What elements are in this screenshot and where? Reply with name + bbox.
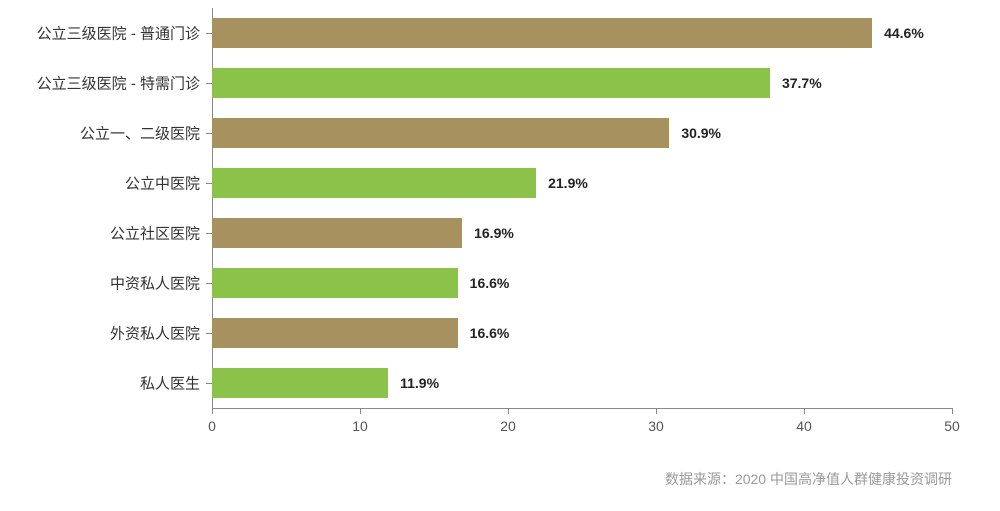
value-label: 16.6% [470, 325, 510, 341]
category-label: 外资私人医院 [110, 323, 200, 344]
x-tick-label: 40 [796, 418, 812, 434]
x-tick-label: 20 [500, 418, 516, 434]
x-tick [656, 408, 657, 414]
x-tick-label: 0 [208, 418, 216, 434]
x-axis [212, 408, 952, 409]
x-tick [212, 408, 213, 414]
x-tick [508, 408, 509, 414]
chart-container: 0 10 20 30 40 50 44.6% 37.7% 30.9% 21.9% 16.9% 16.6… [0, 0, 1000, 511]
bar [212, 168, 536, 198]
value-label: 16.6% [470, 275, 510, 291]
x-tick [952, 408, 953, 414]
bar [212, 118, 669, 148]
bar [212, 68, 770, 98]
source-note: 数据来源：2020 中国高净值人群健康投资调研 [665, 469, 952, 489]
x-tick-label: 10 [352, 418, 368, 434]
x-tick-label: 50 [944, 418, 960, 434]
plot-area: 0102030405044.6%37.7%30.9%21.9%16.9%16.6… [212, 8, 952, 408]
value-label: 30.9% [681, 125, 721, 141]
value-label: 21.9% [548, 175, 588, 191]
x-tick [360, 408, 361, 414]
category-label: 私人医生 [140, 373, 200, 394]
category-label: 公立社区医院 [110, 223, 200, 244]
value-label: 11.9% [400, 375, 439, 391]
x-tick-label: 30 [648, 418, 664, 434]
category-label: 公立中医院 [125, 173, 200, 194]
bar [212, 368, 388, 398]
category-label: 公立一、二级医院 [80, 123, 200, 144]
value-label: 44.6% [884, 25, 924, 41]
x-tick [804, 408, 805, 414]
bar [212, 18, 872, 48]
category-label: 公立三级医院 - 普通门诊 [37, 23, 200, 44]
value-label: 37.7% [782, 75, 822, 91]
bar [212, 318, 458, 348]
bar [212, 268, 458, 298]
value-label: 16.9% [474, 225, 514, 241]
category-label: 中资私人医院 [110, 273, 200, 294]
category-label: 公立三级医院 - 特需门诊 [37, 73, 200, 94]
bar [212, 218, 462, 248]
